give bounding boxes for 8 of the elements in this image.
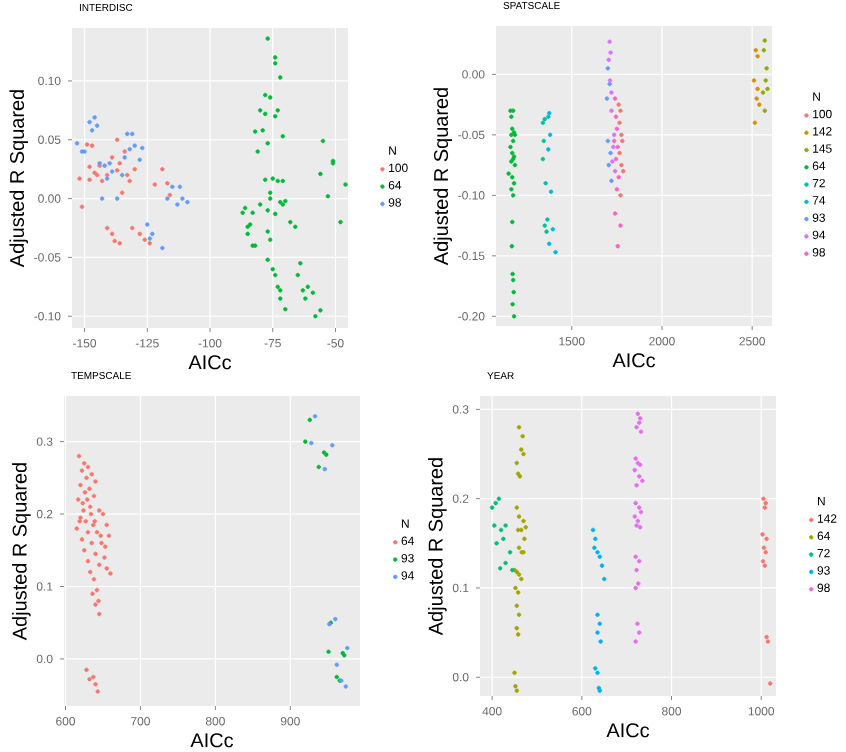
x-axis-title: AICc (188, 355, 232, 370)
y-axis-title: Adjusted R Squared (12, 463, 31, 641)
y-axis-title: Adjusted R Squared (9, 90, 28, 268)
x-axis-title: AICc (606, 723, 650, 738)
x-axis-title: AICc (612, 353, 656, 368)
y-axis-title: Adjusted R Squared (428, 458, 447, 636)
x-axis-title: AICc (190, 733, 234, 748)
y-axis-title: Adjusted R Squared (433, 88, 453, 266)
